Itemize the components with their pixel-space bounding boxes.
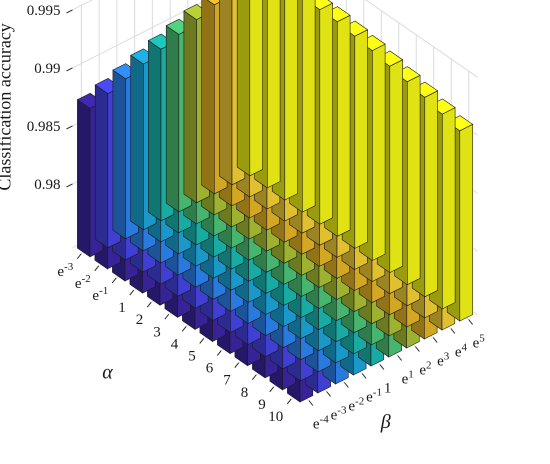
beta-tick xyxy=(432,337,438,343)
beta-tick-label: e-2 xyxy=(348,396,364,415)
beta-tick xyxy=(468,319,474,325)
alpha-tick-label: 4 xyxy=(171,336,179,352)
alpha-tick xyxy=(234,362,240,368)
beta-tick xyxy=(343,382,349,388)
beta-tick xyxy=(414,346,420,352)
alpha-tick-label: e-1 xyxy=(92,285,108,304)
alpha-tick xyxy=(286,398,292,405)
beta-tick xyxy=(308,400,314,406)
alpha-tick-label: 9 xyxy=(258,397,266,413)
alpha-tick-label: e-3 xyxy=(57,261,73,280)
beta-tick-label: e-3 xyxy=(331,405,347,424)
alpha-tick xyxy=(269,386,275,393)
alpha-tick xyxy=(216,350,222,356)
alpha-tick-label: 1 xyxy=(118,300,126,316)
alpha-tick xyxy=(251,374,257,381)
bars xyxy=(76,0,474,403)
alpha-tick-label: e-2 xyxy=(75,273,91,292)
z-tick-label: 0.99 xyxy=(34,61,60,77)
beta-tick-label: e2 xyxy=(419,360,431,379)
beta-tick-label: e4 xyxy=(455,342,468,361)
beta-tick-label: e-1 xyxy=(366,387,382,406)
beta-tick xyxy=(397,355,403,361)
bar-alpha1-beta10 xyxy=(236,0,263,177)
beta-tick-label: 1 xyxy=(384,381,392,397)
beta-tick-label: e3 xyxy=(437,351,450,370)
beta-tick-label: e-4 xyxy=(313,414,329,433)
z-tick-label: 0.985 xyxy=(27,119,61,135)
alpha-tick-label: 8 xyxy=(241,385,249,401)
alpha-tick xyxy=(76,253,82,260)
alpha-axis-label: α xyxy=(102,361,113,383)
z-tick xyxy=(66,125,73,130)
alpha-tick xyxy=(181,326,187,332)
z-tick-label: 0.98 xyxy=(34,177,60,193)
alpha-tick xyxy=(94,265,100,272)
alpha-tick-label: 7 xyxy=(223,373,231,389)
alpha-tick-label: 5 xyxy=(188,348,196,364)
beta-tick-label: e5 xyxy=(473,333,486,352)
beta-tick xyxy=(450,328,456,334)
beta-tick xyxy=(326,391,332,397)
beta-tick-label: e1 xyxy=(402,369,414,388)
alpha-tick-label: 2 xyxy=(136,312,144,328)
alpha-tick-label: 3 xyxy=(153,324,161,340)
z-tick xyxy=(66,9,73,14)
beta-tick xyxy=(379,364,385,370)
alpha-tick-label: 6 xyxy=(206,361,214,377)
z-axis-label: Classification accuracy xyxy=(0,23,15,190)
z-tick xyxy=(66,67,73,72)
alpha-tick xyxy=(129,289,135,296)
alpha-tick xyxy=(111,277,117,284)
alpha-tick xyxy=(199,338,205,344)
alpha-tick xyxy=(164,313,170,320)
alpha-tick-label: 10 xyxy=(268,409,283,425)
beta-tick xyxy=(361,373,367,379)
alpha-tick xyxy=(146,301,152,308)
z-tick xyxy=(66,183,73,188)
beta-axis-label: β xyxy=(380,411,391,433)
z-tick-label: 0.995 xyxy=(27,3,61,19)
